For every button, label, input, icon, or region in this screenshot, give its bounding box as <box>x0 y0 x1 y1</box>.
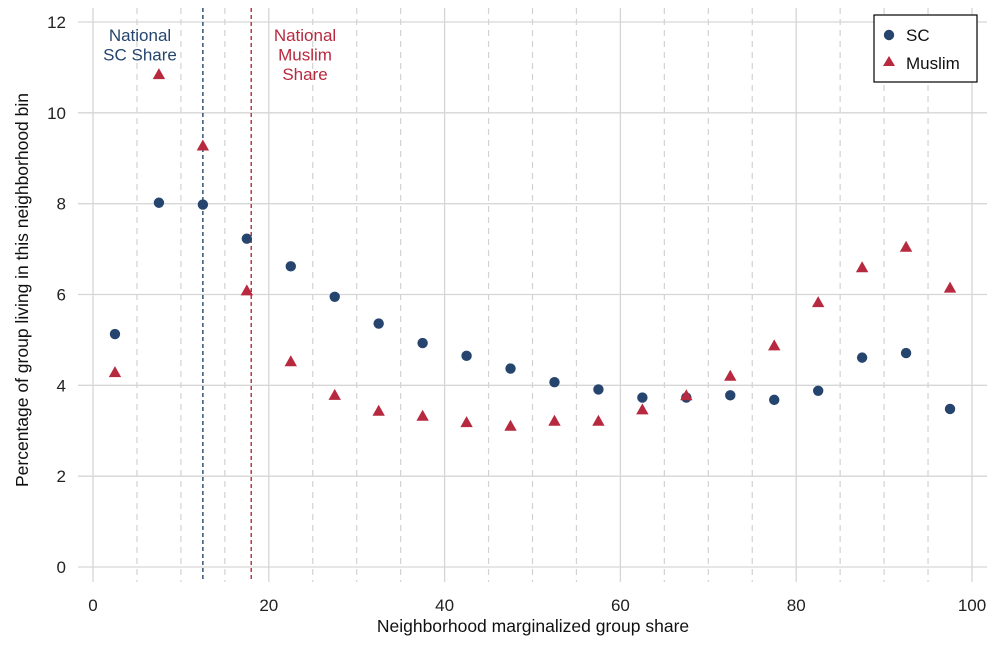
sc-point <box>461 350 472 362</box>
muslim-point <box>284 355 297 367</box>
muslim-point <box>196 139 210 151</box>
muslim-point <box>855 261 869 273</box>
y-tick-labels: 0 2 4 6 8 10 12 <box>47 13 66 577</box>
major-gridlines <box>78 8 987 582</box>
y-tick-label: 0 <box>57 558 66 577</box>
muslim-point <box>943 281 957 293</box>
muslim-point <box>592 414 605 426</box>
sc-point <box>769 394 780 406</box>
reference-label: Share <box>282 65 327 84</box>
sc-point <box>944 403 956 415</box>
sc-point <box>637 392 648 403</box>
y-tick-label: 4 <box>57 376 66 395</box>
legend-muslim-marker <box>883 56 895 66</box>
legend: SC Muslim <box>873 14 978 83</box>
data-points <box>108 68 957 431</box>
muslim-point <box>152 68 166 80</box>
muslim-point <box>504 419 517 431</box>
sc-point <box>593 384 604 395</box>
y-tick-label: 8 <box>57 195 66 214</box>
sc-point <box>725 390 736 401</box>
muslim-point <box>328 388 341 400</box>
sc-point <box>329 291 340 302</box>
muslim-point <box>680 389 693 401</box>
muslim-point <box>768 339 781 351</box>
y-tick-label: 10 <box>47 104 66 123</box>
x-tick-labels: 0 20 40 60 80 100 <box>88 596 986 615</box>
sc-point <box>109 328 121 340</box>
x-tick-label: 60 <box>611 596 630 615</box>
sc-point <box>153 197 165 208</box>
sc-point <box>505 363 516 374</box>
muslim-point <box>108 366 122 378</box>
reference-label: National <box>109 26 171 45</box>
muslim-point <box>724 369 737 381</box>
muslim-point <box>416 409 429 421</box>
legend-box <box>873 14 978 83</box>
sc-point <box>373 318 384 329</box>
sc-point <box>812 385 824 396</box>
sc-point <box>549 376 560 388</box>
muslim-point <box>811 296 825 308</box>
muslim-point <box>636 403 649 415</box>
legend-sc-label: SC <box>906 26 930 45</box>
legend-sc-marker <box>883 29 895 41</box>
y-tick-label: 12 <box>47 13 66 32</box>
muslim-point <box>240 284 254 296</box>
y-tick-label: 2 <box>57 467 66 486</box>
muslim-point <box>899 240 913 252</box>
reference-label: SC Share <box>103 46 177 65</box>
reference-label: Muslim <box>278 46 332 65</box>
x-tick-label: 80 <box>787 596 806 615</box>
x-tick-label: 100 <box>958 596 986 615</box>
x-tick-label: 20 <box>259 596 278 615</box>
x-tick-label: 0 <box>88 596 97 615</box>
x-axis-title: Neighborhood marginalized group share <box>377 616 689 636</box>
sc-point <box>285 261 296 272</box>
legend-muslim-label: Muslim <box>906 54 960 73</box>
y-axis-title: Percentage of group living in this neigh… <box>12 93 32 487</box>
sc-point <box>417 337 428 349</box>
x-tick-label: 40 <box>435 596 454 615</box>
reference-label: National <box>274 26 336 45</box>
muslim-point <box>548 414 561 426</box>
muslim-point <box>460 416 473 428</box>
sc-point <box>856 352 868 363</box>
sc-point <box>900 347 912 359</box>
sc-point <box>197 199 209 210</box>
y-tick-label: 6 <box>57 286 66 305</box>
sc-point <box>241 233 253 244</box>
muslim-point <box>372 404 385 416</box>
